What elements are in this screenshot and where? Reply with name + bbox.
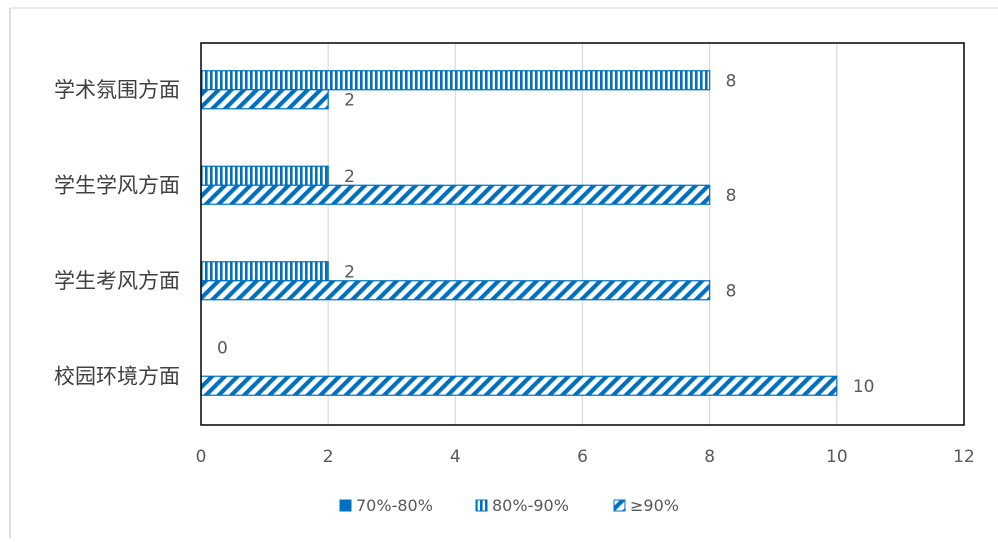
x-tick-label: 12 <box>953 447 975 467</box>
data-label: 0 <box>217 338 228 358</box>
x-tick-label: 6 <box>577 447 588 467</box>
data-label: 2 <box>344 262 355 282</box>
x-tick-label: 8 <box>704 447 715 467</box>
x-tick-label: 10 <box>826 447 848 467</box>
x-tick-label: 4 <box>450 447 461 467</box>
legend-entry: ≥90% <box>630 496 679 515</box>
bars <box>200 70 838 396</box>
data-label: 10 <box>853 377 875 397</box>
legend-swatch <box>475 499 488 512</box>
category-label: 学生考风方面 <box>54 269 180 293</box>
bar <box>200 280 711 301</box>
x-tick-label: 0 <box>196 447 207 467</box>
data-label: 8 <box>726 281 737 301</box>
x-tick-labels: 0 2 4 6 8 10 12 <box>196 447 975 467</box>
data-label: 2 <box>344 167 355 187</box>
category-label: 学术氛围方面 <box>54 78 180 102</box>
data-label: 2 <box>344 90 355 110</box>
data-label: 8 <box>726 186 737 206</box>
bar <box>200 184 711 205</box>
legend-entry: 70%-80% <box>356 496 433 515</box>
bar <box>200 89 329 110</box>
legend: 70%-80% 80%-90% ≥90% <box>339 496 679 515</box>
x-tick-label: 2 <box>323 447 334 467</box>
category-label: 学生学风方面 <box>54 174 180 198</box>
bar <box>200 375 838 396</box>
bar <box>200 261 329 282</box>
legend-swatch <box>339 499 352 512</box>
bar <box>200 70 711 91</box>
gridlines <box>327 43 838 425</box>
legend-entry: 80%-90% <box>492 496 569 515</box>
plot-area-frame <box>200 42 965 426</box>
category-label: 校园环境方面 <box>54 365 180 389</box>
data-labels: 8 2 2 8 2 8 0 10 <box>217 71 874 397</box>
data-label: 8 <box>726 71 737 91</box>
bar <box>200 165 329 186</box>
legend-swatch <box>613 499 626 512</box>
